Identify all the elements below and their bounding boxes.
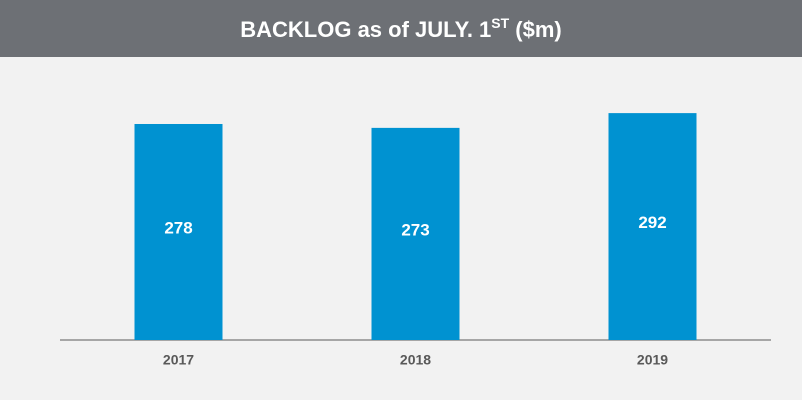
- x-tick-label: 2018: [400, 352, 431, 368]
- title-text: BACKLOG as of JULY. 1: [240, 17, 491, 42]
- title-text: ($m): [509, 17, 562, 42]
- bar: [134, 123, 223, 340]
- bar: [608, 113, 697, 340]
- value-label: 292: [638, 213, 666, 232]
- chart-title: BACKLOG as of JULY. 1ST ($m): [240, 15, 561, 42]
- value-label: 278: [164, 218, 192, 237]
- x-tick-label: 2017: [163, 352, 194, 368]
- bar: [371, 127, 460, 340]
- title-superscript: ST: [491, 15, 509, 31]
- title-bar: [0, 0, 802, 57]
- value-label: 273: [401, 220, 429, 239]
- x-tick-label: 2019: [637, 352, 668, 368]
